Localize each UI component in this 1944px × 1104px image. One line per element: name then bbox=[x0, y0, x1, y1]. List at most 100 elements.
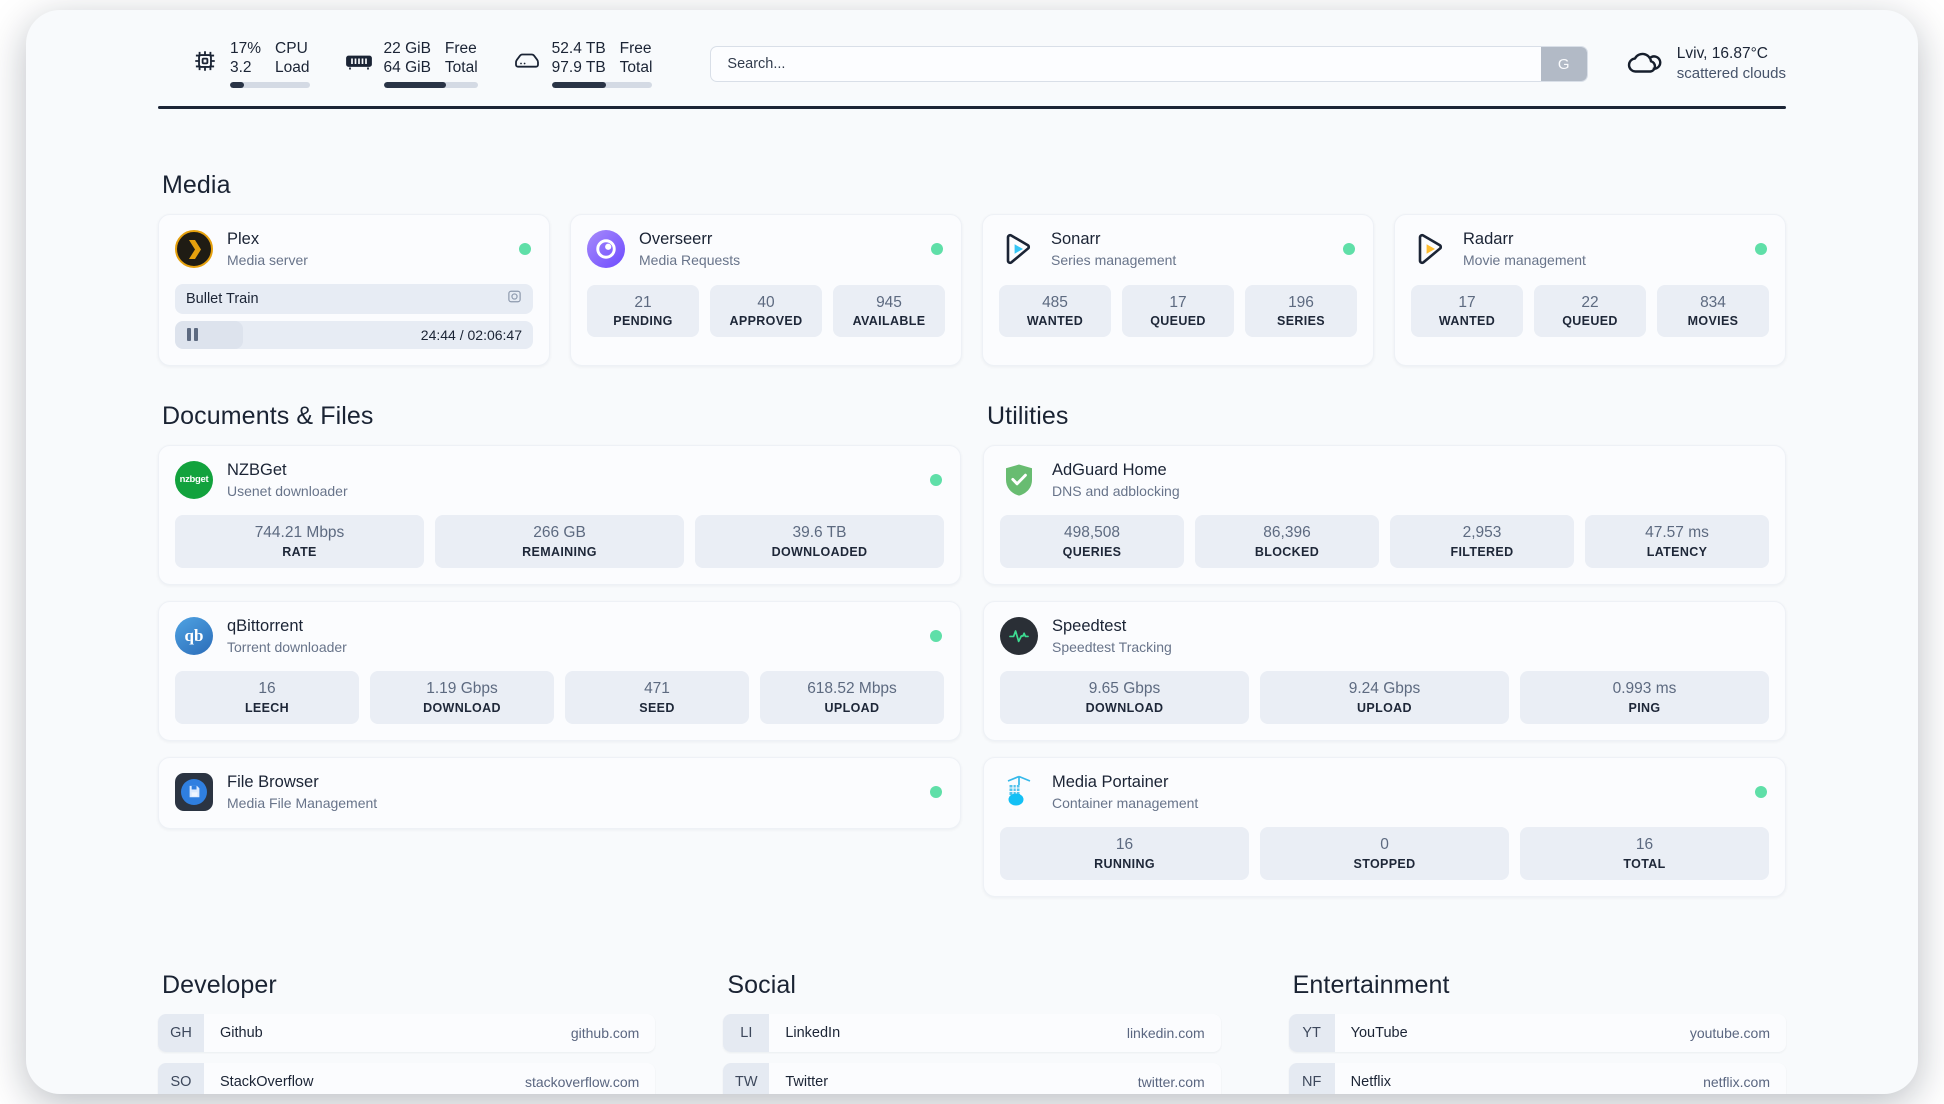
service-card-media-portainer[interactable]: Media Portainer Container management 16 … bbox=[983, 756, 1786, 897]
stat-value: 2,953 bbox=[1462, 524, 1502, 542]
stat-pill: 471 SEED bbox=[565, 671, 749, 724]
service-card-sonarr[interactable]: Sonarr Series management 485 WANTED 17 Q… bbox=[982, 214, 1374, 366]
stat-label: QUERIES bbox=[1062, 544, 1122, 559]
stat-value: 47.57 ms bbox=[1645, 524, 1709, 542]
ram-label-2: Total bbox=[444, 58, 478, 76]
disk-progress-bar bbox=[551, 81, 653, 88]
bookmark-url: github.com bbox=[570, 1024, 640, 1041]
stat-label: WANTED bbox=[1026, 314, 1084, 328]
stat-value: 945 bbox=[876, 293, 902, 311]
bookmark-name: Netflix bbox=[1350, 1073, 1391, 1090]
bookmark-group-title: Social bbox=[727, 970, 797, 999]
speedtest-desc: Speedtest Tracking bbox=[1052, 639, 1172, 656]
service-card-radarr[interactable]: Radarr Movie management 17 WANTED 22 QUE… bbox=[1394, 214, 1786, 366]
ram-progress-bar bbox=[383, 81, 478, 88]
stat-pill: 1.19 Gbps DOWNLOAD bbox=[370, 671, 554, 724]
bookmark-url: stackoverflow.com bbox=[524, 1073, 640, 1090]
service-card-overseerr[interactable]: Overseerr Media Requests 21 PENDING 40 A… bbox=[570, 214, 962, 366]
cpu-value-1: 17% bbox=[230, 40, 262, 58]
cpu-stat-group: 17% 3.2 CPU Load bbox=[190, 40, 310, 88]
stat-value: 16 bbox=[258, 680, 276, 698]
plex-progress-bar[interactable]: 24:44 / 02:06:47 bbox=[175, 320, 533, 349]
stat-value: 196 bbox=[1288, 293, 1314, 311]
stat-label: PING bbox=[1628, 700, 1661, 715]
stat-pill: 21 PENDING bbox=[587, 284, 699, 337]
plex-now-playing-title-bar: Bullet Train bbox=[175, 283, 533, 314]
bookmark-badge: LI bbox=[723, 1013, 770, 1052]
adguard-desc: DNS and adblocking bbox=[1052, 483, 1180, 500]
stat-label: DOWNLOAD bbox=[423, 700, 501, 715]
stat-value: 9.65 Gbps bbox=[1088, 680, 1161, 698]
plex-playback-time: 24:44 / 02:06:47 bbox=[420, 326, 522, 343]
stat-label: STOPPED bbox=[1353, 856, 1416, 871]
ram-value-2: 64 GiB bbox=[383, 58, 431, 76]
service-card-nzbget[interactable]: nzbget NZBGet Usenet downloader 744.21 M… bbox=[158, 444, 961, 585]
bookmarks-area: Developer GH Github github.com SO StackO… bbox=[158, 971, 1786, 1094]
nzbget-icon: nzbget bbox=[175, 460, 213, 499]
stat-label: DOWNLOAD bbox=[1085, 700, 1164, 715]
overseerr-desc: Media Requests bbox=[639, 252, 741, 269]
overseerr-name: Overseerr bbox=[639, 230, 713, 248]
stat-label: RUNNING bbox=[1094, 856, 1155, 871]
media-section: Media Plex Media server Bullet Train bbox=[158, 171, 1786, 366]
stat-label: LEECH bbox=[244, 700, 290, 715]
bookmark-group-title: Developer bbox=[162, 970, 277, 999]
portainer-status-badge bbox=[1755, 785, 1767, 798]
documents-section: Documents & Files nzbget NZBGet Usenet d… bbox=[158, 402, 961, 913]
stat-pill: 2,953 FILTERED bbox=[1390, 515, 1574, 568]
stat-pill: 618.52 Mbps UPLOAD bbox=[760, 671, 944, 724]
stat-value: 471 bbox=[644, 680, 670, 698]
stat-label: MOVIES bbox=[1687, 314, 1739, 328]
bookmark-item[interactable]: GH Github github.com bbox=[158, 1013, 656, 1052]
service-card-qbittorrent[interactable]: qb qBittorrent Torrent downloader 16 LEE… bbox=[158, 600, 961, 741]
weather-location-temp: Lviv, 16.87°C bbox=[1676, 45, 1768, 63]
stat-label: SEED bbox=[639, 700, 675, 715]
bookmark-item[interactable]: NF Netflix netflix.com bbox=[1288, 1062, 1786, 1094]
stat-value: 0.993 ms bbox=[1612, 680, 1677, 698]
bookmark-name: Twitter bbox=[785, 1073, 829, 1090]
service-card-adguard-home[interactable]: AdGuard Home DNS and adblocking 498,508 … bbox=[983, 444, 1786, 585]
stat-label: LATENCY bbox=[1646, 544, 1708, 559]
stat-label: WANTED bbox=[1438, 314, 1496, 328]
radarr-name: Radarr bbox=[1463, 230, 1514, 248]
nzbget-status-badge bbox=[930, 473, 942, 486]
documents-section-title: Documents & Files bbox=[162, 401, 374, 430]
stat-label: FILTERED bbox=[1450, 544, 1514, 559]
qbittorrent-desc: Torrent downloader bbox=[227, 639, 347, 656]
stat-pill: 196 SERIES bbox=[1245, 284, 1357, 337]
top-header: 17% 3.2 CPU Load bbox=[158, 10, 1786, 102]
stat-value: 22 bbox=[1581, 293, 1599, 311]
radarr-status-badge bbox=[1755, 243, 1767, 256]
sonarr-desc: Series management bbox=[1051, 252, 1177, 269]
service-card-file-browser[interactable]: File Browser Media File Management bbox=[158, 756, 961, 830]
service-card-speedtest[interactable]: Speedtest Speedtest Tracking 9.65 Gbps D… bbox=[983, 600, 1786, 741]
portainer-name: Media Portainer bbox=[1052, 772, 1169, 791]
cloud-icon bbox=[1622, 47, 1664, 81]
bookmark-item[interactable]: LI LinkedIn linkedin.com bbox=[723, 1013, 1221, 1052]
service-card-plex[interactable]: Plex Media server Bullet Train bbox=[158, 214, 550, 366]
bookmark-group-social: Social LI LinkedIn linkedin.com TW Twitt… bbox=[723, 970, 1221, 1094]
cast-icon[interactable] bbox=[507, 289, 522, 308]
stat-value: 39.6 TB bbox=[792, 524, 847, 542]
bookmark-item[interactable]: SO StackOverflow stackoverflow.com bbox=[158, 1062, 656, 1094]
bookmark-badge: NF bbox=[1288, 1062, 1335, 1094]
bookmark-item[interactable]: TW Twitter twitter.com bbox=[723, 1062, 1221, 1094]
ram-icon bbox=[344, 44, 374, 78]
stat-pill: 22 QUEUED bbox=[1534, 284, 1646, 337]
stat-pill: 498,508 QUERIES bbox=[1000, 515, 1184, 568]
speedtest-icon bbox=[1000, 616, 1038, 655]
bookmark-item[interactable]: YT YouTube youtube.com bbox=[1288, 1013, 1786, 1052]
dashboard-window: 17% 3.2 CPU Load bbox=[26, 10, 1918, 1094]
search-submit-button[interactable]: G bbox=[1540, 47, 1587, 81]
stat-pill: 16 TOTAL bbox=[1520, 827, 1769, 880]
pause-icon[interactable] bbox=[187, 328, 198, 342]
speedtest-name: Speedtest bbox=[1052, 616, 1127, 635]
qbittorrent-status-badge bbox=[930, 629, 942, 642]
portainer-desc: Container management bbox=[1052, 795, 1199, 812]
disk-label-1: Free bbox=[619, 40, 652, 58]
search-input[interactable] bbox=[711, 56, 1541, 72]
disk-icon bbox=[512, 44, 542, 78]
bookmark-name: StackOverflow bbox=[220, 1073, 314, 1090]
plex-status-badge bbox=[519, 243, 531, 256]
stat-value: 834 bbox=[1700, 293, 1726, 311]
